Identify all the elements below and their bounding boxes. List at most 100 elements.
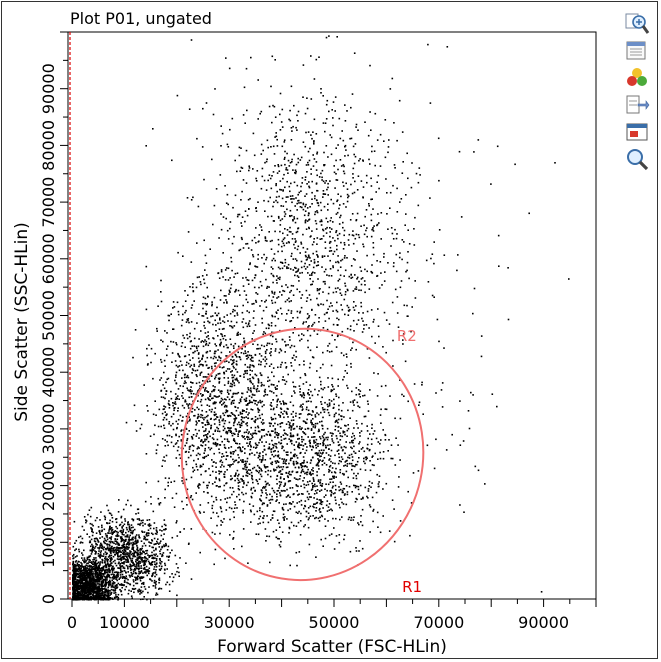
data-point bbox=[359, 540, 361, 542]
data-point bbox=[200, 444, 202, 446]
data-point bbox=[186, 433, 189, 435]
data-point bbox=[100, 578, 102, 580]
data-point bbox=[115, 596, 118, 598]
data-point bbox=[187, 404, 190, 406]
data-point bbox=[146, 535, 148, 537]
data-point bbox=[137, 523, 139, 526]
data-point bbox=[96, 537, 98, 540]
data-point bbox=[238, 488, 241, 491]
data-point bbox=[162, 340, 164, 343]
data-point bbox=[181, 319, 184, 321]
data-point bbox=[140, 519, 143, 522]
data-point bbox=[165, 393, 167, 395]
data-point bbox=[229, 389, 232, 392]
data-point bbox=[81, 552, 83, 554]
data-point bbox=[111, 567, 113, 570]
data-point bbox=[94, 552, 97, 555]
data-point bbox=[105, 582, 108, 585]
data-point bbox=[98, 572, 100, 575]
data-point bbox=[176, 520, 178, 522]
data-point bbox=[257, 401, 260, 403]
data-point bbox=[106, 558, 108, 560]
data-point bbox=[180, 430, 182, 432]
data-point bbox=[229, 534, 231, 536]
data-point bbox=[263, 331, 265, 333]
data-point bbox=[239, 375, 241, 377]
data-point bbox=[278, 502, 280, 504]
data-point bbox=[155, 580, 157, 583]
data-point bbox=[145, 308, 148, 311]
data-point bbox=[85, 582, 87, 584]
data-point bbox=[198, 483, 200, 485]
data-point bbox=[154, 563, 156, 566]
data-point bbox=[194, 428, 197, 431]
data-point bbox=[230, 403, 233, 405]
data-point bbox=[175, 563, 178, 565]
data-point bbox=[247, 445, 249, 447]
data-point bbox=[170, 415, 173, 418]
data-point bbox=[98, 577, 101, 580]
data-point bbox=[306, 490, 309, 493]
data-point bbox=[354, 501, 357, 503]
plot-area[interactable] bbox=[67, 31, 597, 600]
data-point bbox=[285, 460, 287, 462]
data-point bbox=[103, 515, 106, 517]
data-point bbox=[77, 573, 80, 576]
data-point bbox=[358, 493, 360, 495]
data-point bbox=[130, 571, 132, 574]
data-point bbox=[94, 595, 97, 597]
data-point bbox=[292, 423, 295, 425]
data-point bbox=[113, 596, 116, 599]
data-point bbox=[144, 588, 147, 590]
data-point bbox=[219, 357, 222, 359]
data-point bbox=[126, 555, 128, 558]
data-point bbox=[112, 532, 114, 535]
data-point bbox=[93, 583, 95, 585]
data-point bbox=[92, 579, 94, 581]
data-point bbox=[302, 393, 305, 395]
data-point bbox=[140, 576, 142, 578]
data-point bbox=[118, 571, 120, 574]
data-point bbox=[246, 442, 248, 444]
data-point bbox=[368, 504, 371, 506]
data-point bbox=[192, 466, 194, 469]
data-point bbox=[216, 426, 218, 429]
data-point bbox=[157, 480, 160, 483]
data-point bbox=[305, 381, 308, 383]
data-point bbox=[195, 393, 197, 396]
data-point bbox=[113, 582, 115, 585]
data-point bbox=[303, 363, 305, 366]
data-point bbox=[230, 446, 233, 448]
data-point bbox=[133, 569, 135, 571]
data-point bbox=[83, 561, 85, 563]
data-point bbox=[162, 552, 165, 554]
data-point bbox=[339, 506, 341, 509]
data-point bbox=[86, 583, 89, 585]
data-point bbox=[97, 526, 100, 528]
data-point bbox=[208, 342, 211, 344]
data-point bbox=[233, 384, 236, 387]
data-point bbox=[86, 574, 89, 576]
data-point bbox=[85, 589, 87, 591]
data-point bbox=[95, 564, 98, 566]
data-point bbox=[237, 485, 240, 487]
data-point bbox=[200, 473, 202, 476]
data-point bbox=[235, 459, 238, 462]
data-point bbox=[154, 532, 157, 535]
data-point bbox=[171, 536, 174, 539]
data-point bbox=[199, 385, 201, 387]
data-point bbox=[106, 589, 108, 592]
data-point bbox=[129, 583, 132, 586]
data-point bbox=[187, 362, 190, 365]
data-point bbox=[245, 431, 248, 433]
data-point bbox=[89, 587, 92, 590]
data-point bbox=[152, 585, 155, 587]
data-point bbox=[182, 416, 184, 418]
data-point bbox=[113, 576, 115, 578]
data-point bbox=[196, 447, 199, 450]
data-point bbox=[88, 583, 90, 585]
data-point bbox=[73, 520, 76, 523]
data-point bbox=[193, 365, 196, 367]
data-point bbox=[217, 430, 219, 432]
data-point bbox=[141, 545, 144, 547]
